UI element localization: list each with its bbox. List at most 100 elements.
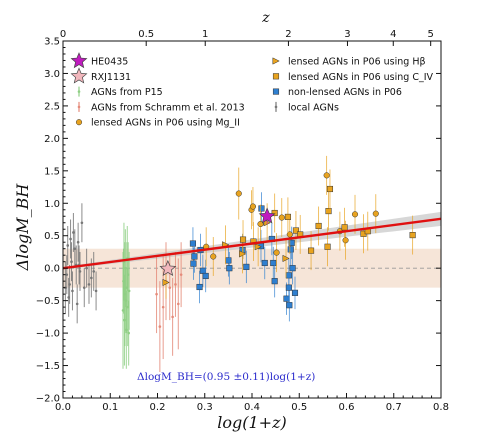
data-point: [210, 253, 217, 260]
data-point: [176, 302, 180, 306]
data-point: [69, 237, 72, 241]
legend-marker: [70, 67, 88, 84]
legend-marker: [70, 52, 88, 69]
data-point: [351, 211, 359, 218]
data-point: [315, 222, 322, 230]
series-non-lensed-agns-in-p06: [189, 192, 299, 322]
data-point: [92, 270, 96, 273]
top-tick-label: 1: [202, 29, 208, 40]
data-point: [78, 270, 82, 273]
x-tick-label: 0.5: [291, 402, 307, 413]
data-point: [168, 286, 172, 289]
data-point: [66, 244, 70, 247]
data-point: [191, 253, 198, 260]
legend-label: AGNs from P15: [91, 87, 163, 98]
legend-label: lensed AGNs in P06 using Hβ: [288, 57, 426, 68]
data-point: [243, 263, 250, 270]
data-point: [308, 247, 315, 254]
top-tick-label: 2: [285, 29, 291, 40]
data-point: [202, 272, 209, 280]
data-point: [288, 239, 295, 246]
legend-label: AGNs from Schramm et al. 2013: [91, 102, 245, 113]
data-point: [82, 286, 86, 289]
data-point: [258, 207, 276, 224]
x-tick-label: 0.6: [339, 402, 355, 413]
data-point: [289, 265, 296, 272]
data-point: [190, 260, 197, 267]
data-point: [257, 220, 264, 228]
data-point: [326, 185, 334, 193]
legend-label: HE0435: [91, 57, 128, 68]
y-tick-label: −1.5: [36, 361, 60, 372]
data-point: [282, 254, 290, 263]
data-point: [292, 227, 299, 234]
x-tick-label: 0.2: [150, 402, 166, 413]
data-point: [94, 289, 98, 293]
legend-label: RXJ1131: [91, 72, 131, 83]
data-point: [270, 259, 277, 267]
data-point: [342, 237, 349, 244]
data-point: [85, 266, 88, 270]
data-point: [189, 240, 196, 247]
data-point: [71, 289, 74, 293]
data-point: [155, 292, 158, 296]
data-point: [171, 315, 174, 319]
data-point: [127, 331, 130, 335]
data-point: [235, 190, 242, 197]
data-point: [179, 273, 183, 276]
legend-label: lensed AGNs in P06 using Mg_II: [91, 118, 240, 129]
data-point: [261, 259, 268, 267]
top-tick-label: 3: [344, 29, 350, 40]
data-point: [80, 221, 84, 225]
legend-right: lensed AGNs in P06 using Hβ lensed AGNs i…: [272, 57, 434, 113]
data-point: [239, 236, 247, 243]
y-tick-label: 3.5: [44, 37, 60, 48]
data-point: [70, 260, 73, 263]
y-axis-label: ΔlogM_BH: [13, 183, 32, 272]
plot-area: [63, 155, 441, 373]
data-point: [283, 295, 290, 302]
data-point: [159, 259, 177, 277]
data-point: [239, 250, 247, 258]
x-tick-label: 0.4: [244, 402, 260, 413]
data-point: [284, 213, 291, 220]
data-point: [75, 302, 79, 306]
data-point: [76, 240, 80, 244]
data-point: [199, 267, 206, 274]
fit-line: [63, 217, 441, 270]
data-point: [226, 265, 233, 272]
x-tick-label: 0.7: [386, 402, 402, 413]
data-point: [225, 257, 232, 264]
series-he0435: [258, 207, 276, 225]
legend-left: HE0435 RXJ1131 AGNs from P15 AGNs from Schr…: [70, 52, 245, 129]
data-point: [254, 243, 262, 251]
data-point: [161, 305, 165, 309]
legend-label: local AGNs: [288, 102, 339, 113]
legend-marker: [272, 88, 280, 95]
series-agns-from-p15: [121, 222, 131, 369]
data-point: [258, 205, 265, 212]
data-point: [287, 246, 294, 253]
legend-marker-dot: [77, 90, 81, 93]
data-point: [271, 278, 278, 285]
top-tick-label: 4: [390, 29, 396, 40]
data-point: [65, 273, 69, 276]
x-tick-label: 0.3: [197, 402, 213, 413]
data-point: [68, 283, 71, 286]
x-tick-label: 0.1: [102, 402, 118, 413]
data-point: [158, 325, 162, 328]
y-tick-label: 2.0: [44, 134, 60, 145]
legend-label: lensed AGNs in P06 using C_IV: [288, 72, 434, 83]
top-tick-label: 0.5: [138, 29, 154, 40]
legend-label: non-lensed AGNs in P06: [288, 87, 402, 98]
data-point: [324, 243, 331, 250]
data-point: [286, 302, 293, 309]
legend-marker: [272, 57, 280, 65]
series-lensed-agns-in-p06-using-c-iv: [239, 169, 416, 271]
y-tick-label: 0.5: [44, 231, 60, 242]
series-rxj1131: [159, 259, 177, 277]
data-point: [286, 231, 293, 238]
data-point: [162, 278, 170, 287]
data-point: [273, 249, 280, 256]
data-point: [291, 289, 299, 296]
